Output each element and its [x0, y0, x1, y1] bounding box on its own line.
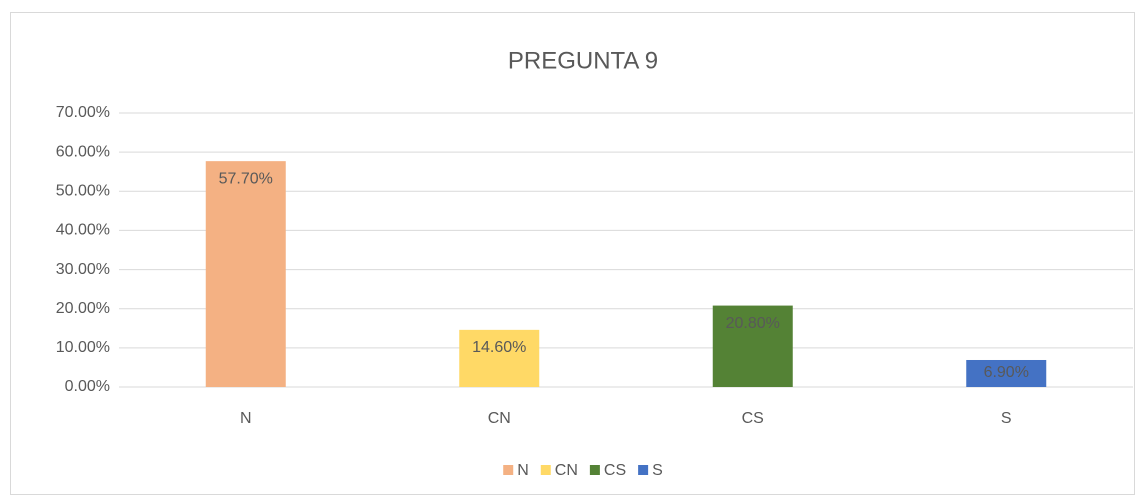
legend-label: CN	[555, 462, 578, 479]
legend-swatch	[503, 465, 514, 475]
x-tick-label: CS	[742, 410, 764, 427]
bar	[459, 329, 540, 387]
chart-title: PREGUNTA 9	[508, 47, 658, 74]
legend-label: N	[517, 462, 529, 479]
y-tick-label: 10.00%	[56, 339, 110, 356]
y-tick-label: 40.00%	[56, 222, 110, 239]
bar	[205, 161, 286, 387]
legend: N CN CS S	[503, 462, 663, 479]
y-tick-label: 60.00%	[56, 143, 110, 160]
legend-label: CS	[604, 462, 626, 479]
legend-swatch	[589, 465, 600, 475]
data-label: 14.60%	[472, 339, 526, 356]
legend-label: S	[652, 462, 663, 479]
x-tick-label: S	[1001, 410, 1012, 427]
data-label: 20.80%	[726, 315, 780, 332]
chart-border	[10, 12, 1135, 495]
legend-swatch	[638, 465, 649, 475]
y-tick-label: 0.00%	[65, 378, 110, 395]
data-label: 6.90%	[984, 364, 1029, 381]
y-tick-label: 30.00%	[56, 261, 110, 278]
bar	[712, 305, 793, 387]
y-tick-label: 20.00%	[56, 300, 110, 317]
legend-swatch	[540, 465, 551, 475]
data-label: 57.70%	[219, 170, 273, 187]
x-tick-label: N	[240, 410, 252, 427]
y-tick-label: 70.00%	[56, 104, 110, 121]
y-tick-label: 50.00%	[56, 183, 110, 200]
x-tick-label: CN	[488, 410, 511, 427]
bar	[966, 359, 1047, 387]
